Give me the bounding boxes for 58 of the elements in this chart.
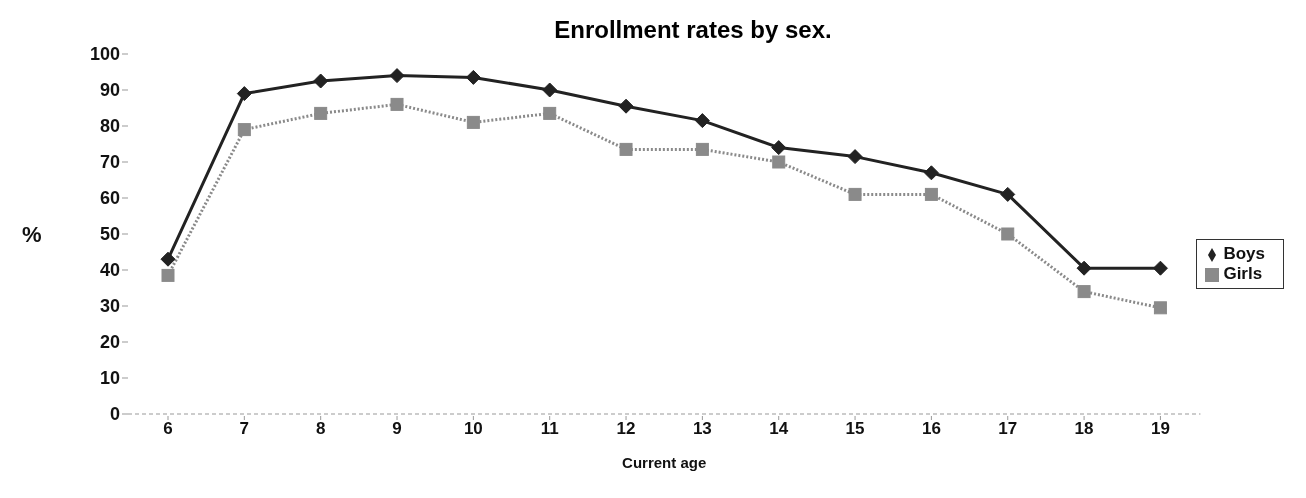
legend-label: Boys: [1223, 244, 1265, 263]
x-tick-label: 15: [845, 419, 865, 439]
x-tick-label: 6: [163, 419, 173, 439]
x-tick-label: 18: [1074, 419, 1094, 439]
y-tick-label: 50: [99, 224, 120, 245]
x-tick-label: 16: [921, 419, 941, 439]
point: [542, 82, 558, 98]
y-tick-label: 30: [99, 296, 120, 317]
point: [160, 251, 176, 267]
point: [161, 268, 175, 282]
y-tick-label: 10: [99, 368, 120, 389]
point: [847, 149, 863, 165]
point: [236, 86, 252, 102]
x-tick-label: 12: [616, 419, 636, 439]
point: [619, 142, 633, 156]
point: [771, 140, 787, 156]
chart-title: Enrollment rates by sex.: [553, 15, 833, 44]
y-axis-title: %: [22, 221, 42, 247]
y-tick-label: 70: [99, 152, 120, 173]
point: [695, 142, 709, 156]
point: [237, 123, 251, 137]
point: [1000, 186, 1016, 202]
x-tick-label: 9: [392, 419, 402, 439]
y-tick-label: 90: [99, 80, 120, 101]
point: [618, 98, 634, 114]
point: [390, 97, 404, 111]
x-tick-label: 19: [1150, 419, 1170, 439]
point: [389, 68, 405, 84]
point: [1153, 301, 1167, 315]
x-tick-label: 10: [463, 419, 483, 439]
y-tick-label: 40: [99, 260, 120, 281]
point: [772, 155, 786, 169]
x-tick-label: 8: [315, 419, 326, 439]
point: [1076, 260, 1092, 276]
point: [848, 187, 862, 201]
point: [694, 113, 710, 129]
y-tick-label: 20: [99, 332, 120, 353]
y-tick-label: 80: [99, 116, 120, 137]
point: [1152, 260, 1168, 276]
x-tick-label: 14: [769, 419, 789, 439]
x-tick-label: 7: [239, 419, 250, 439]
y-tick-label: 60: [99, 188, 120, 209]
point: [465, 69, 481, 85]
point: [1001, 227, 1015, 241]
point: [466, 115, 480, 129]
point: [923, 165, 939, 181]
point: [1077, 285, 1091, 299]
x-axis-title: Current age: [622, 454, 707, 471]
legend-label: Girls: [1223, 264, 1263, 283]
point: [313, 73, 329, 89]
point: [314, 106, 328, 120]
x-tick-label: 11: [540, 419, 559, 439]
point: [924, 187, 938, 201]
x-tick-label: 13: [692, 419, 712, 439]
y-tick-label: 0: [109, 404, 120, 425]
x-tick-label: 17: [998, 419, 1018, 439]
y-tick-label: 100: [89, 44, 120, 65]
point: [543, 106, 557, 120]
